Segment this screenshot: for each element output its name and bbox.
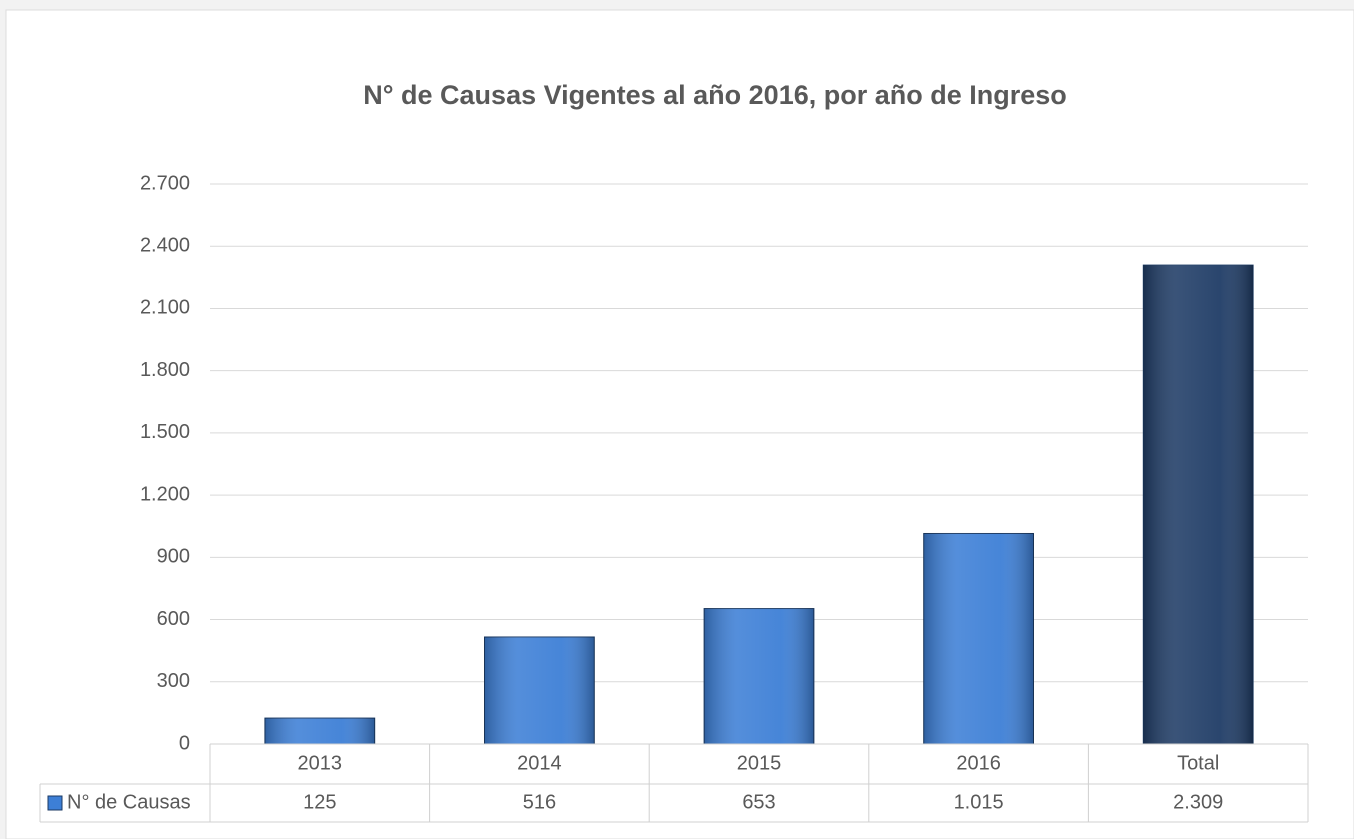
table-value: 516	[523, 791, 556, 813]
y-tick-label: 300	[157, 670, 190, 692]
table-value: 2.309	[1173, 791, 1223, 813]
bar-shine	[923, 533, 1034, 744]
x-tick-label: 2014	[517, 752, 562, 774]
x-tick-label: Total	[1177, 752, 1219, 774]
x-tick-label: 2015	[737, 752, 782, 774]
legend-key	[47, 795, 63, 811]
y-tick-label: 900	[157, 546, 190, 568]
legend-label: N° de Causas	[67, 791, 191, 813]
bar-shine	[1143, 265, 1254, 744]
bar-shine	[264, 718, 375, 744]
table-value: 125	[303, 791, 336, 813]
bar-shine	[704, 608, 814, 744]
table-value: 1.015	[954, 791, 1004, 813]
y-tick-label: 2.700	[140, 172, 190, 194]
x-tick-label: 2013	[298, 752, 343, 774]
y-tick-label: 1.500	[140, 421, 190, 443]
y-tick-label: 0	[179, 732, 190, 754]
chart-area	[5, 9, 1354, 839]
x-tick-label: 2016	[956, 752, 1001, 774]
table-value: 653	[742, 791, 775, 813]
y-tick-label: 600	[157, 608, 190, 630]
y-tick-label: 2.100	[140, 297, 190, 319]
y-tick-label: 2.400	[140, 235, 190, 257]
y-tick-label: 1.800	[140, 359, 190, 381]
chart-title: N° de Causas Vigentes al año 2016, por a…	[363, 80, 1067, 110]
bar-shine	[484, 636, 595, 744]
y-tick-label: 1.200	[140, 483, 190, 505]
